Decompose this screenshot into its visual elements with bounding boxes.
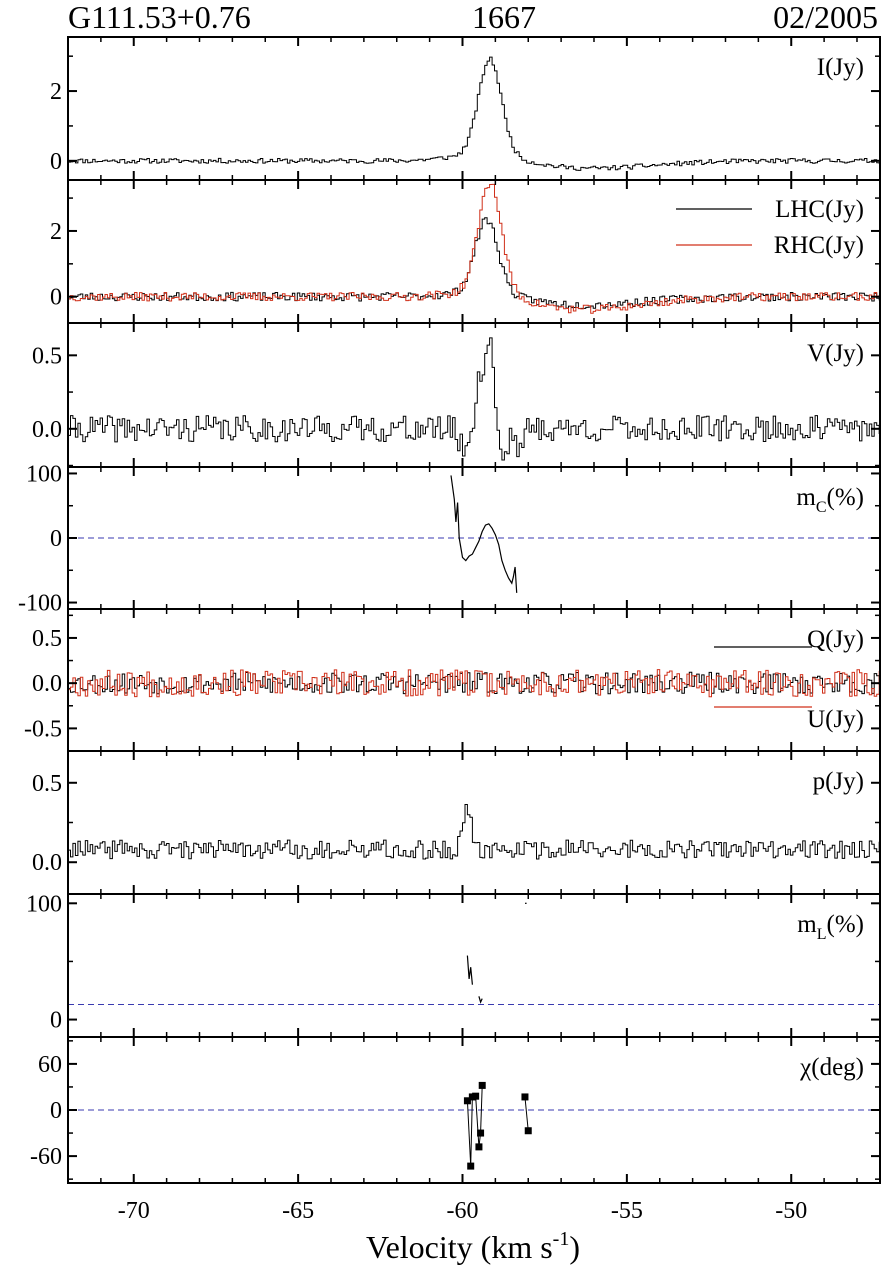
plot-area-mc	[68, 475, 880, 593]
plot-area-V	[68, 337, 880, 461]
panel-label-mc: mC(%)	[796, 484, 864, 516]
series-LR-black	[68, 217, 880, 309]
data-point	[472, 1092, 480, 1100]
series-LR-red	[68, 183, 880, 314]
series-mL-segment	[466, 955, 473, 985]
panel-label-I: I(Jy)	[817, 54, 864, 81]
series-I-black	[68, 56, 880, 171]
series-mL-segment	[478, 996, 483, 1004]
legend-label-0: Q(Jy)	[807, 626, 864, 653]
y-tick-label: 2	[50, 219, 62, 245]
panel-I: 0 2 I(Jy)	[50, 36, 881, 181]
panel-V: 0.0 0.5 V(Jy)	[32, 322, 881, 468]
data-point	[467, 1162, 475, 1170]
series-QU-red	[68, 669, 880, 698]
plot-area-p	[68, 804, 880, 860]
y-tick-label: 0	[50, 1008, 62, 1034]
panel-label-chi: χ(deg)	[799, 1054, 864, 1081]
y-tick-label: 0.5	[32, 626, 62, 652]
panel-frame-LR	[67, 179, 881, 324]
y-tick-label: 0.0	[32, 850, 62, 876]
data-point	[475, 1143, 483, 1151]
panel-frame-mL	[67, 893, 881, 1038]
y-tick-label: -100	[18, 591, 62, 617]
plot-area-LR	[68, 183, 880, 314]
series-V-black	[68, 337, 880, 461]
panel-mL: 0 100 mL(%)	[26, 891, 881, 1038]
data-point	[478, 1081, 486, 1089]
point-link	[466, 1100, 472, 1167]
panel-frame-I	[67, 36, 881, 181]
panel-label-V: V(Jy)	[807, 340, 864, 367]
point-link	[475, 1096, 480, 1147]
x-axis-label-close: )	[569, 1229, 580, 1265]
x-tick-label: -65	[282, 1198, 314, 1224]
point-link	[524, 1096, 529, 1131]
y-tick-label: 0.5	[32, 771, 62, 797]
header-frequency: 1667	[472, 0, 536, 35]
panels-group: 0 2 I(Jy) 0 2 LHC(Jy) RHC(Jy) 0.0 0.5 V(Jy) -100 0 1…	[18, 36, 881, 1184]
panel-p: 0.0 0.5 p(Jy)	[32, 750, 881, 895]
y-tick-label: 0.5	[32, 343, 62, 369]
panel-mc: -100 0 100 mC(%)	[18, 461, 881, 617]
y-tick-label: 100	[26, 461, 62, 487]
y-tick-label: 0	[50, 149, 62, 175]
y-tick-label: -0.5	[24, 716, 62, 742]
y-tick-label: 2	[50, 79, 62, 105]
x-tick-label: -60	[446, 1198, 478, 1224]
plot-area-QU	[68, 669, 880, 698]
y-tick-label: 0.0	[32, 671, 62, 697]
legend-label-0: LHC(Jy)	[775, 196, 864, 223]
x-tick-label: -50	[775, 1198, 807, 1224]
plot-area-chi	[68, 1081, 880, 1170]
x-axis: -70 -65 -60 -55 -50	[118, 1198, 807, 1224]
y-tick-label: -60	[30, 1144, 62, 1170]
panel-frame-V	[67, 322, 881, 468]
x-tick-label: -70	[118, 1198, 150, 1224]
y-tick-label: 0	[50, 526, 62, 552]
plot-area-I	[68, 56, 880, 171]
data-point	[463, 1097, 471, 1105]
y-tick-label: 0	[50, 285, 62, 311]
point-link	[480, 1085, 483, 1134]
panel-frame-p	[67, 750, 881, 895]
data-point	[524, 1127, 532, 1135]
x-axis-label: Velocity (km s-1)	[366, 1228, 580, 1265]
y-tick-label: 0	[50, 1098, 62, 1124]
panel-label-p: p(Jy)	[813, 768, 864, 795]
point-link	[470, 1096, 473, 1167]
legend-label-1: U(Jy)	[807, 706, 864, 733]
header-date: 02/2005	[773, 0, 878, 35]
panel-label-mL: mL(%)	[797, 911, 864, 943]
header-source: G111.53+0.76	[68, 0, 251, 35]
panel-QU: -0.5 0.0 0.5 Q(Jy) U(Jy)	[24, 608, 881, 752]
y-tick-label: 60	[38, 1052, 62, 1078]
x-axis-label-superscript: -1	[553, 1228, 570, 1250]
y-tick-label: 100	[26, 891, 62, 917]
y-tick-label: 0.0	[32, 417, 62, 443]
panel-chi: -60 0 60 χ(deg)	[30, 1036, 881, 1184]
plot-area-mL	[68, 902, 880, 1005]
data-point	[521, 1093, 529, 1101]
x-tick-label: -55	[611, 1198, 643, 1224]
series-mc	[450, 475, 518, 593]
legend-label-1: RHC(Jy)	[774, 232, 864, 259]
series-p-black	[68, 804, 880, 860]
data-point	[477, 1129, 485, 1137]
panel-LR: 0 2 LHC(Jy) RHC(Jy)	[50, 179, 881, 324]
